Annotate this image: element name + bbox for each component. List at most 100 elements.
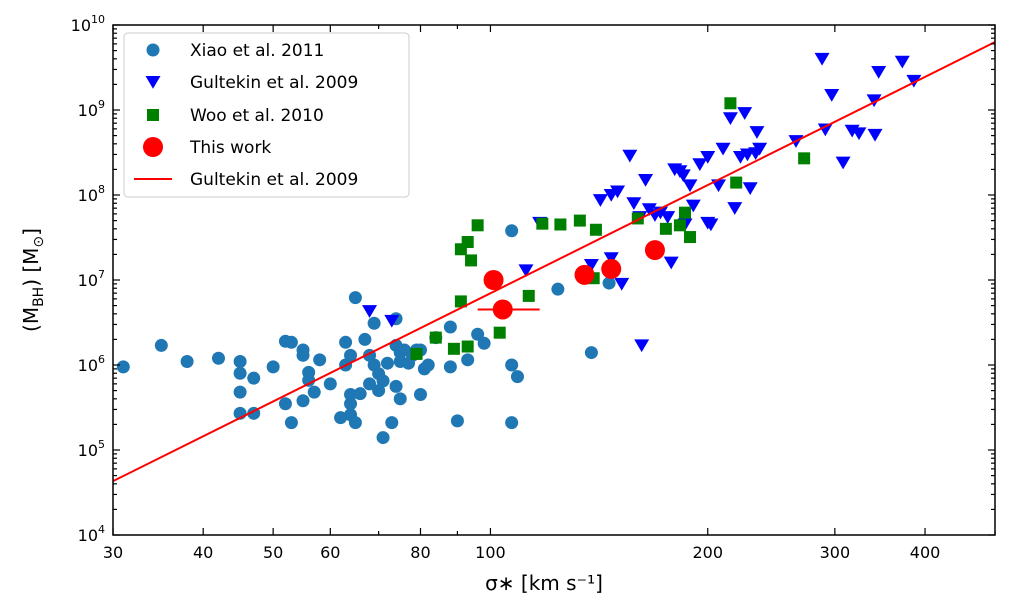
x-tick-label: 40 bbox=[193, 543, 213, 562]
data-point bbox=[798, 152, 811, 165]
data-point bbox=[614, 277, 630, 291]
fit-line bbox=[113, 41, 995, 483]
data-point bbox=[492, 299, 513, 320]
data-point bbox=[393, 392, 407, 406]
data-point bbox=[334, 411, 348, 425]
data-point bbox=[518, 264, 534, 278]
data-point bbox=[505, 416, 519, 430]
data-point bbox=[296, 348, 310, 362]
data-point bbox=[638, 174, 654, 187]
data-point bbox=[410, 347, 423, 360]
data-point bbox=[835, 156, 851, 170]
data-point bbox=[323, 377, 337, 391]
data-point bbox=[471, 327, 485, 341]
data-point bbox=[505, 224, 519, 238]
data-point bbox=[685, 199, 701, 213]
data-point bbox=[678, 206, 691, 219]
data-point bbox=[554, 218, 567, 231]
data-point bbox=[372, 384, 386, 398]
data-point bbox=[730, 176, 743, 189]
y-tick-label: 106 bbox=[78, 353, 105, 375]
data-point bbox=[447, 342, 460, 355]
data-point bbox=[358, 332, 372, 346]
data-point bbox=[116, 360, 130, 374]
data-point bbox=[211, 351, 225, 365]
data-point bbox=[536, 217, 549, 230]
data-point bbox=[348, 416, 362, 430]
legend-label: This work bbox=[189, 138, 271, 158]
data-point bbox=[284, 335, 298, 349]
data-point bbox=[724, 97, 737, 110]
data-point bbox=[421, 358, 435, 372]
data-point bbox=[622, 149, 638, 163]
y-tick-label: 109 bbox=[78, 98, 105, 120]
data-point bbox=[339, 335, 353, 349]
axis-ticks: 30 40 50 60 80 100 200 300 400 104 105 106 107 108 109… bbox=[71, 13, 996, 562]
data-point bbox=[362, 305, 378, 318]
y-axis-title: (MBH) [M⊙] bbox=[19, 228, 47, 332]
data-point bbox=[413, 387, 427, 401]
data-point bbox=[601, 258, 622, 279]
data-point bbox=[522, 289, 535, 302]
data-point bbox=[817, 123, 833, 137]
data-point bbox=[851, 127, 867, 141]
data-point bbox=[344, 397, 358, 411]
x-tick-label: 30 bbox=[103, 543, 123, 562]
x-tick-label: 200 bbox=[692, 543, 723, 562]
data-point bbox=[673, 219, 686, 232]
data-point bbox=[715, 142, 731, 156]
data-point bbox=[727, 202, 743, 215]
data-point bbox=[700, 150, 716, 164]
data-point bbox=[684, 231, 697, 244]
data-point bbox=[363, 377, 377, 391]
data-point bbox=[348, 291, 362, 305]
data-point bbox=[749, 126, 765, 139]
legend-marker bbox=[145, 76, 161, 89]
data-point bbox=[742, 182, 758, 196]
x-tick-label: 50 bbox=[263, 543, 283, 562]
data-point bbox=[510, 370, 524, 384]
data-point bbox=[385, 416, 399, 430]
data-point bbox=[367, 316, 381, 330]
data-point bbox=[233, 354, 247, 368]
data-point bbox=[505, 358, 519, 372]
data-point bbox=[626, 197, 642, 210]
legend: Xiao et al. 2011 Gultekin et al. 2009 Woo … bbox=[123, 32, 410, 198]
data-point bbox=[302, 373, 316, 387]
legend-label: Gultekin et al. 2009 bbox=[190, 73, 358, 93]
data-point bbox=[610, 185, 626, 199]
data-point bbox=[551, 282, 565, 296]
data-point bbox=[233, 385, 247, 399]
data-point bbox=[465, 254, 478, 267]
data-point bbox=[233, 366, 247, 380]
data-point bbox=[376, 374, 390, 388]
data-point bbox=[583, 259, 599, 272]
legend-marker bbox=[146, 43, 160, 57]
y-tick-label: 108 bbox=[78, 183, 105, 205]
data-point bbox=[871, 65, 887, 79]
y-tick-label: 107 bbox=[78, 268, 105, 290]
data-point bbox=[154, 338, 168, 352]
data-point bbox=[644, 240, 665, 261]
x-tick-label: 60 bbox=[320, 543, 340, 562]
data-point bbox=[752, 142, 768, 156]
data-point bbox=[380, 356, 394, 370]
data-point bbox=[737, 107, 753, 120]
data-point bbox=[722, 112, 738, 125]
data-point bbox=[344, 387, 358, 401]
data-point bbox=[296, 394, 310, 408]
data-point bbox=[450, 414, 464, 428]
data-point bbox=[692, 158, 708, 172]
data-point bbox=[659, 222, 672, 235]
data-point bbox=[384, 314, 400, 328]
legend-label: Woo et al. 2010 bbox=[190, 106, 324, 126]
data-point bbox=[703, 218, 719, 232]
x-tick-label: 100 bbox=[475, 543, 506, 562]
data-point bbox=[376, 431, 390, 445]
data-point bbox=[461, 235, 474, 248]
data-point bbox=[247, 371, 261, 385]
legend-box bbox=[123, 32, 410, 198]
data-point bbox=[675, 169, 691, 183]
data-point bbox=[589, 223, 602, 236]
